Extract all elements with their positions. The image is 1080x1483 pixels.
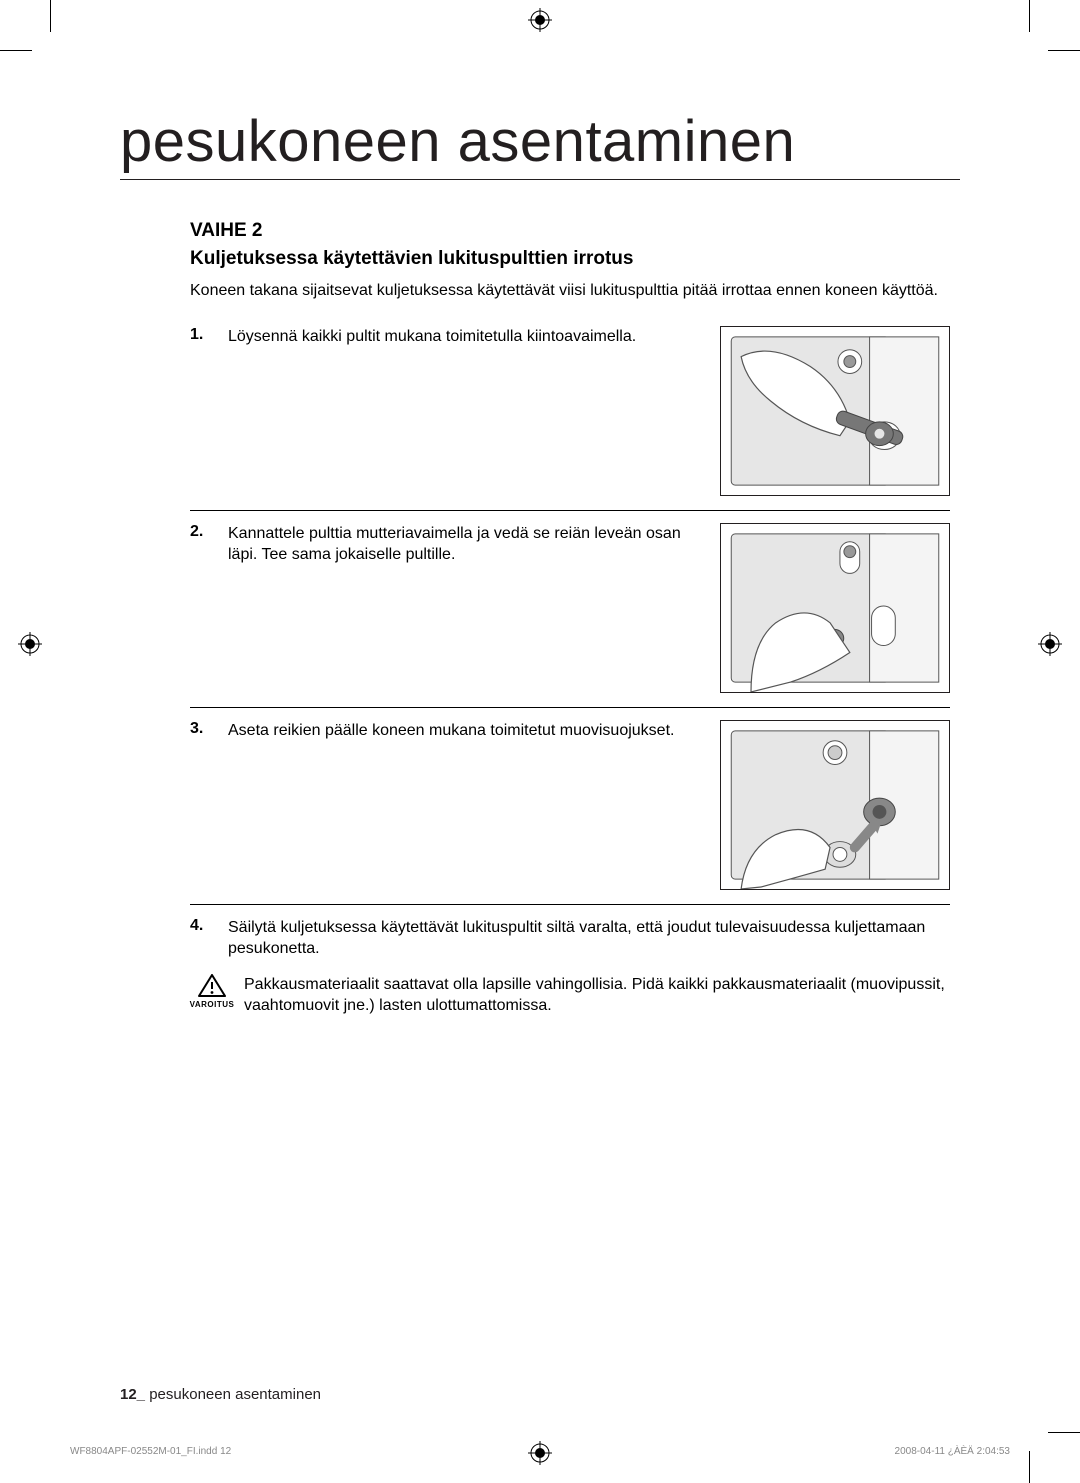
- step-number: 3.: [190, 720, 212, 890]
- section: VAIHE 2 Kuljetuksessa käytettävien lukit…: [190, 220, 950, 1017]
- step-text: Kannattele pulttia mutteriavaimella ja v…: [228, 523, 704, 693]
- footer-meta-left: WF8804APF-02552M-01_FI.indd 12: [70, 1446, 231, 1457]
- wrench-bolt-illustration-icon: [721, 327, 949, 495]
- step-row: 4. Säilytä kuljetuksessa käytettävät luk…: [190, 905, 950, 964]
- step-number: 4.: [190, 917, 212, 960]
- footer-page: 12_ pesukoneen asentaminen: [120, 1386, 321, 1403]
- step-illustration: [720, 326, 950, 496]
- pull-bolt-illustration-icon: [721, 524, 949, 692]
- subheading: Kuljetuksessa käytettävien lukituspultti…: [190, 248, 950, 270]
- registration-mark-icon: [528, 1441, 552, 1465]
- crop-mark: [1029, 1451, 1030, 1483]
- registration-mark-icon: [528, 8, 552, 32]
- registration-mark-icon: [18, 632, 42, 656]
- step-text: Löysennä kaikki pultit mukana toimitetul…: [228, 326, 704, 496]
- step-row: 1. Löysennä kaikki pultit mukana toimite…: [190, 326, 950, 511]
- step-text: Aseta reikien päälle koneen mukana toimi…: [228, 720, 704, 890]
- crop-mark: [50, 0, 51, 32]
- warning-icon-wrap: VAROITUS: [190, 974, 234, 1009]
- cover-hole-illustration-icon: [721, 721, 949, 889]
- step-illustration: [720, 523, 950, 693]
- footer-meta-right: 2008-04-11 ¿ÀÈÄ 2:04:53: [895, 1446, 1010, 1457]
- step-text: Säilytä kuljetuksessa käytettävät lukitu…: [228, 917, 950, 960]
- crop-mark: [0, 50, 32, 51]
- warning-triangle-icon: [198, 974, 226, 998]
- step-number: 1.: [190, 326, 212, 496]
- step-illustration: [720, 720, 950, 890]
- warning-text: Pakkausmateriaalit saattavat olla lapsil…: [244, 974, 950, 1017]
- step-heading: VAIHE 2: [190, 220, 950, 242]
- step-number: 2.: [190, 523, 212, 693]
- step-row: 3. Aseta reikien päälle koneen mukana to…: [190, 708, 950, 905]
- crop-mark: [1029, 0, 1030, 32]
- warning-row: VAROITUS Pakkausmateriaalit saattavat ol…: [190, 974, 950, 1017]
- warning-label: VAROITUS: [190, 1000, 235, 1009]
- page-content: pesukoneen asentaminen VAIHE 2 Kuljetuks…: [120, 108, 960, 1017]
- step-row: 2. Kannattele pulttia mutteriavaimella j…: [190, 511, 950, 708]
- registration-mark-icon: [1038, 632, 1062, 656]
- page-title: pesukoneen asentaminen: [120, 108, 960, 180]
- intro-text: Koneen takana sijaitsevat kuljetuksessa …: [190, 280, 950, 302]
- page-number: 12_: [120, 1386, 145, 1403]
- crop-mark: [1048, 1432, 1080, 1433]
- footer-section-label: pesukoneen asentaminen: [149, 1386, 321, 1403]
- crop-mark: [1048, 50, 1080, 51]
